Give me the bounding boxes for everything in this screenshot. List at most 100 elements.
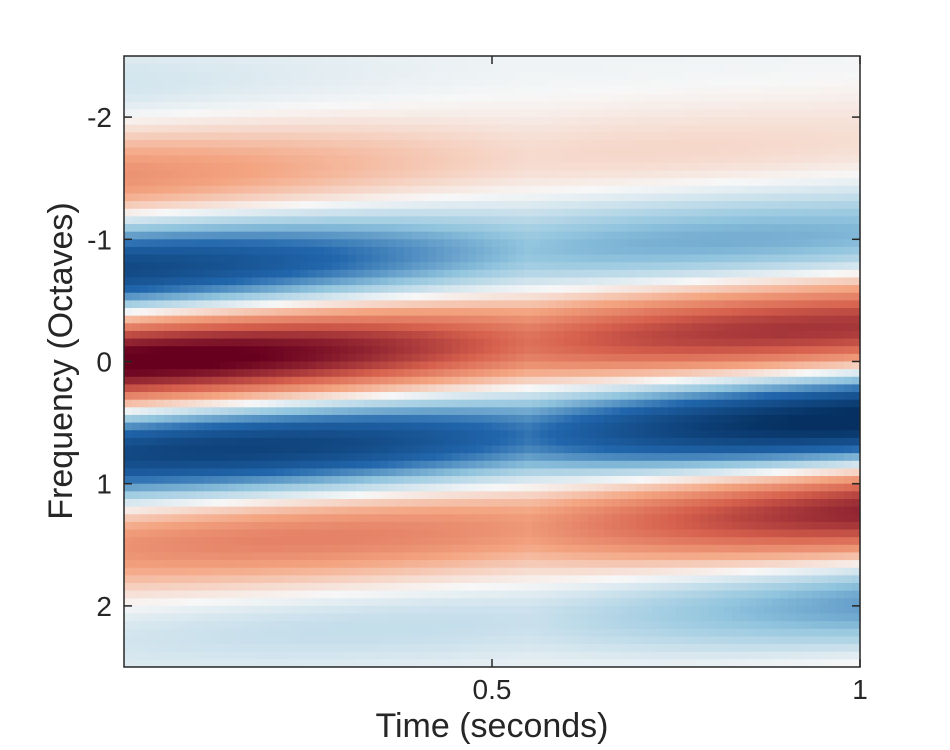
heatmap-cell — [580, 300, 589, 309]
heatmap-cell — [564, 544, 573, 554]
heatmap-cell — [604, 605, 613, 615]
heatmap-cell — [228, 178, 237, 187]
heatmap-cell — [268, 231, 277, 240]
heatmap-cell — [580, 445, 589, 454]
heatmap-cell — [140, 193, 149, 202]
heatmap-cell — [612, 506, 621, 515]
heatmap-cell — [260, 644, 269, 653]
heatmap-cell — [508, 644, 517, 653]
heatmap-cell — [356, 453, 365, 462]
heatmap-cell — [228, 216, 237, 225]
heatmap-cell — [532, 353, 541, 363]
heatmap-cell — [308, 582, 317, 592]
heatmap-cell — [228, 590, 237, 599]
heatmap-cell — [268, 300, 277, 309]
heatmap-cell — [252, 407, 261, 416]
heatmap-cell — [356, 445, 365, 454]
heatmap-cell — [124, 384, 133, 393]
heatmap-cell — [500, 369, 509, 378]
heatmap-cell — [436, 262, 445, 271]
heatmap-cell — [124, 598, 133, 607]
heatmap-cell — [588, 246, 597, 256]
heatmap-cell — [356, 78, 365, 88]
heatmap-cell — [396, 170, 405, 179]
heatmap-cell — [308, 468, 317, 477]
heatmap-cell — [588, 361, 597, 370]
heatmap-cell — [372, 544, 381, 554]
heatmap-cell — [364, 338, 373, 347]
heatmap-cell — [356, 262, 365, 271]
heatmap-cell — [428, 155, 437, 164]
heatmap-cell — [132, 338, 141, 347]
heatmap-cell — [172, 338, 181, 347]
heatmap-cell — [356, 483, 365, 492]
heatmap-cell — [508, 483, 517, 492]
heatmap-cell — [380, 308, 389, 317]
heatmap-cell — [132, 453, 141, 462]
heatmap-cell — [444, 483, 453, 492]
heatmap-cell — [340, 239, 349, 248]
heatmap-cell — [428, 224, 437, 233]
heatmap-cell — [356, 224, 365, 233]
heatmap-cell — [564, 613, 573, 622]
heatmap-cell — [148, 582, 157, 592]
heatmap-cell — [164, 407, 173, 416]
heatmap-cell — [372, 498, 381, 508]
heatmap-cell — [508, 140, 517, 149]
heatmap-cell — [252, 636, 261, 645]
heatmap-cell — [284, 460, 293, 470]
heatmap-cell — [492, 613, 501, 622]
heatmap-cell — [420, 155, 429, 164]
heatmap-cell — [204, 521, 213, 531]
heatmap-cell — [468, 300, 477, 309]
heatmap-cell — [388, 308, 397, 317]
heatmap-cell — [332, 453, 341, 462]
heatmap-cell — [180, 598, 189, 607]
heatmap-cell — [436, 63, 445, 72]
heatmap-cell — [548, 582, 557, 592]
heatmap-cell — [436, 231, 445, 240]
heatmap-cell — [156, 246, 165, 256]
heatmap-cell — [396, 430, 405, 439]
heatmap-cell — [340, 552, 349, 561]
heatmap-cell — [404, 132, 413, 141]
heatmap-cell — [260, 323, 269, 332]
heatmap-cell — [556, 239, 565, 248]
heatmap-cell — [196, 346, 205, 355]
heatmap-cell — [252, 208, 261, 217]
heatmap-cell — [500, 338, 509, 347]
heatmap-cell — [556, 498, 565, 508]
heatmap-cell — [500, 269, 509, 279]
heatmap-cell — [300, 384, 309, 393]
heatmap-cell — [380, 636, 389, 645]
heatmap-cell — [468, 124, 477, 133]
heatmap-cell — [500, 628, 509, 638]
heatmap-cell — [348, 124, 357, 133]
heatmap-cell — [372, 193, 381, 202]
heatmap-cell — [300, 651, 309, 660]
heatmap-cell — [420, 621, 429, 630]
heatmap-cell — [292, 422, 301, 431]
heatmap-cell — [244, 254, 253, 263]
heatmap-cell — [252, 361, 261, 370]
heatmap-cell — [500, 231, 509, 240]
heatmap-cell — [220, 323, 229, 332]
heatmap-cell — [148, 445, 157, 454]
heatmap-cell — [292, 285, 301, 294]
heatmap-cell — [564, 346, 573, 355]
heatmap-cell — [276, 216, 285, 225]
heatmap-cell — [500, 162, 509, 172]
heatmap-cell — [228, 262, 237, 271]
heatmap-cell — [500, 124, 509, 133]
heatmap-cell — [132, 445, 141, 454]
heatmap-cell — [332, 178, 341, 187]
heatmap-cell — [420, 392, 429, 401]
heatmap-cell — [140, 567, 149, 576]
heatmap-cell — [516, 300, 525, 309]
heatmap-cell — [380, 659, 389, 668]
heatmap-cell — [268, 109, 277, 118]
heatmap-cell — [164, 346, 173, 355]
heatmap-cell — [228, 338, 237, 347]
heatmap-cell — [292, 407, 301, 416]
heatmap-cell — [612, 346, 621, 355]
